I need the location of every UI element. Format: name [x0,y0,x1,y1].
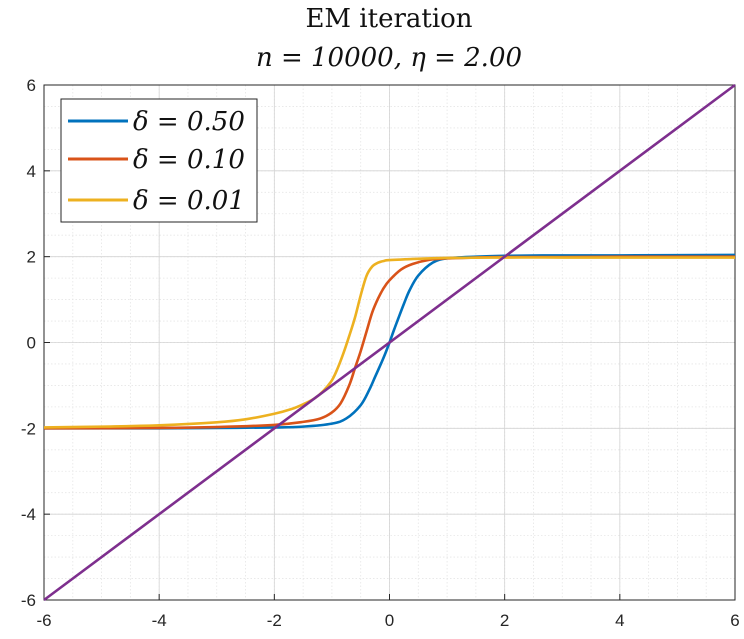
x-tick-label: -2 [267,611,282,630]
plot-area [43,83,736,602]
legend-label-delta-001: δ = 0.01 [133,186,245,216]
y-tick-label: -2 [21,419,36,438]
series-line-delta-001 [43,256,735,429]
y-tick-label: 4 [27,162,36,181]
chart-title: EM iteration [305,4,472,34]
x-tick-label: -6 [36,611,51,630]
legend-label-delta-010: δ = 0.10 [133,145,245,175]
y-tick-label: 2 [27,248,36,267]
chart-subtitle: n = 10000, η = 2.00 [256,43,522,73]
legend-label-delta-050: δ = 0.50 [133,107,245,137]
x-tick-label: 6 [730,611,739,630]
x-tick-label: 2 [500,611,509,630]
series-line-identity [43,83,736,602]
y-tick-label: -4 [21,505,36,524]
legend: δ = 0.50 δ = 0.10 δ = 0.01 [60,98,258,223]
y-tick-label: 6 [27,76,36,95]
y-axis: -6 -4 -2 0 2 4 6 [21,76,50,610]
y-tick-label: 0 [27,334,36,353]
x-tick-label: 4 [615,611,624,630]
x-tick-label: -4 [152,611,167,630]
x-axis: -6 -4 -2 0 2 4 6 [36,594,740,630]
y-tick-label: -6 [21,591,36,610]
x-tick-label: 0 [385,611,394,630]
